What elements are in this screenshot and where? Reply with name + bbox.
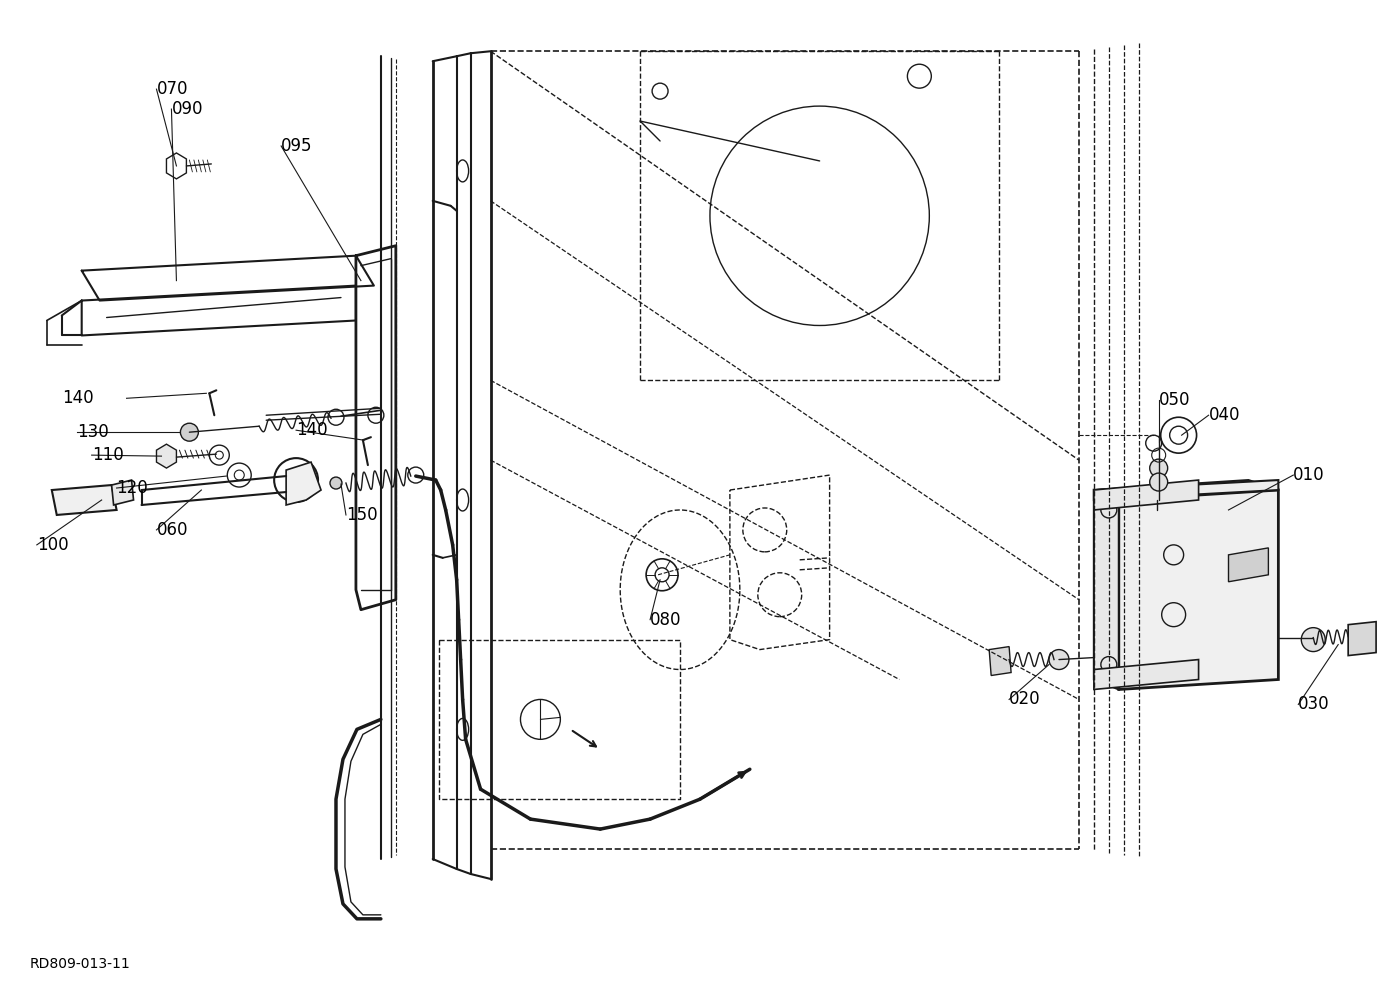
Polygon shape bbox=[156, 444, 177, 468]
Polygon shape bbox=[52, 485, 117, 515]
Text: 150: 150 bbox=[346, 506, 378, 524]
Text: 010: 010 bbox=[1294, 466, 1325, 484]
Circle shape bbox=[181, 423, 199, 441]
Text: 120: 120 bbox=[117, 479, 149, 497]
Polygon shape bbox=[1229, 548, 1269, 582]
Circle shape bbox=[274, 458, 319, 502]
Text: 090: 090 bbox=[171, 100, 203, 118]
Polygon shape bbox=[1349, 622, 1376, 656]
Text: 095: 095 bbox=[281, 137, 313, 155]
Polygon shape bbox=[1094, 480, 1198, 510]
Polygon shape bbox=[1094, 480, 1278, 500]
Text: 030: 030 bbox=[1298, 696, 1329, 714]
Text: RD809-013-11: RD809-013-11 bbox=[30, 957, 131, 971]
Polygon shape bbox=[167, 153, 186, 179]
Circle shape bbox=[1150, 473, 1168, 491]
Text: 070: 070 bbox=[156, 80, 188, 98]
Text: 140: 140 bbox=[296, 421, 328, 439]
Circle shape bbox=[1049, 650, 1069, 670]
Polygon shape bbox=[285, 462, 321, 505]
Polygon shape bbox=[112, 480, 134, 505]
Circle shape bbox=[1302, 628, 1325, 652]
Text: 080: 080 bbox=[650, 611, 681, 629]
Text: 140: 140 bbox=[62, 389, 94, 407]
Text: 100: 100 bbox=[37, 536, 69, 554]
Polygon shape bbox=[1094, 660, 1198, 690]
Text: 130: 130 bbox=[77, 423, 109, 441]
Polygon shape bbox=[1094, 480, 1278, 500]
Text: 110: 110 bbox=[91, 446, 123, 464]
Polygon shape bbox=[1118, 490, 1278, 690]
Text: 050: 050 bbox=[1158, 391, 1190, 409]
Circle shape bbox=[330, 477, 342, 489]
Text: 060: 060 bbox=[156, 521, 188, 539]
Polygon shape bbox=[1094, 490, 1118, 690]
Polygon shape bbox=[989, 647, 1011, 676]
Text: 020: 020 bbox=[1009, 691, 1041, 709]
Circle shape bbox=[1150, 459, 1168, 477]
Text: 040: 040 bbox=[1208, 406, 1240, 424]
